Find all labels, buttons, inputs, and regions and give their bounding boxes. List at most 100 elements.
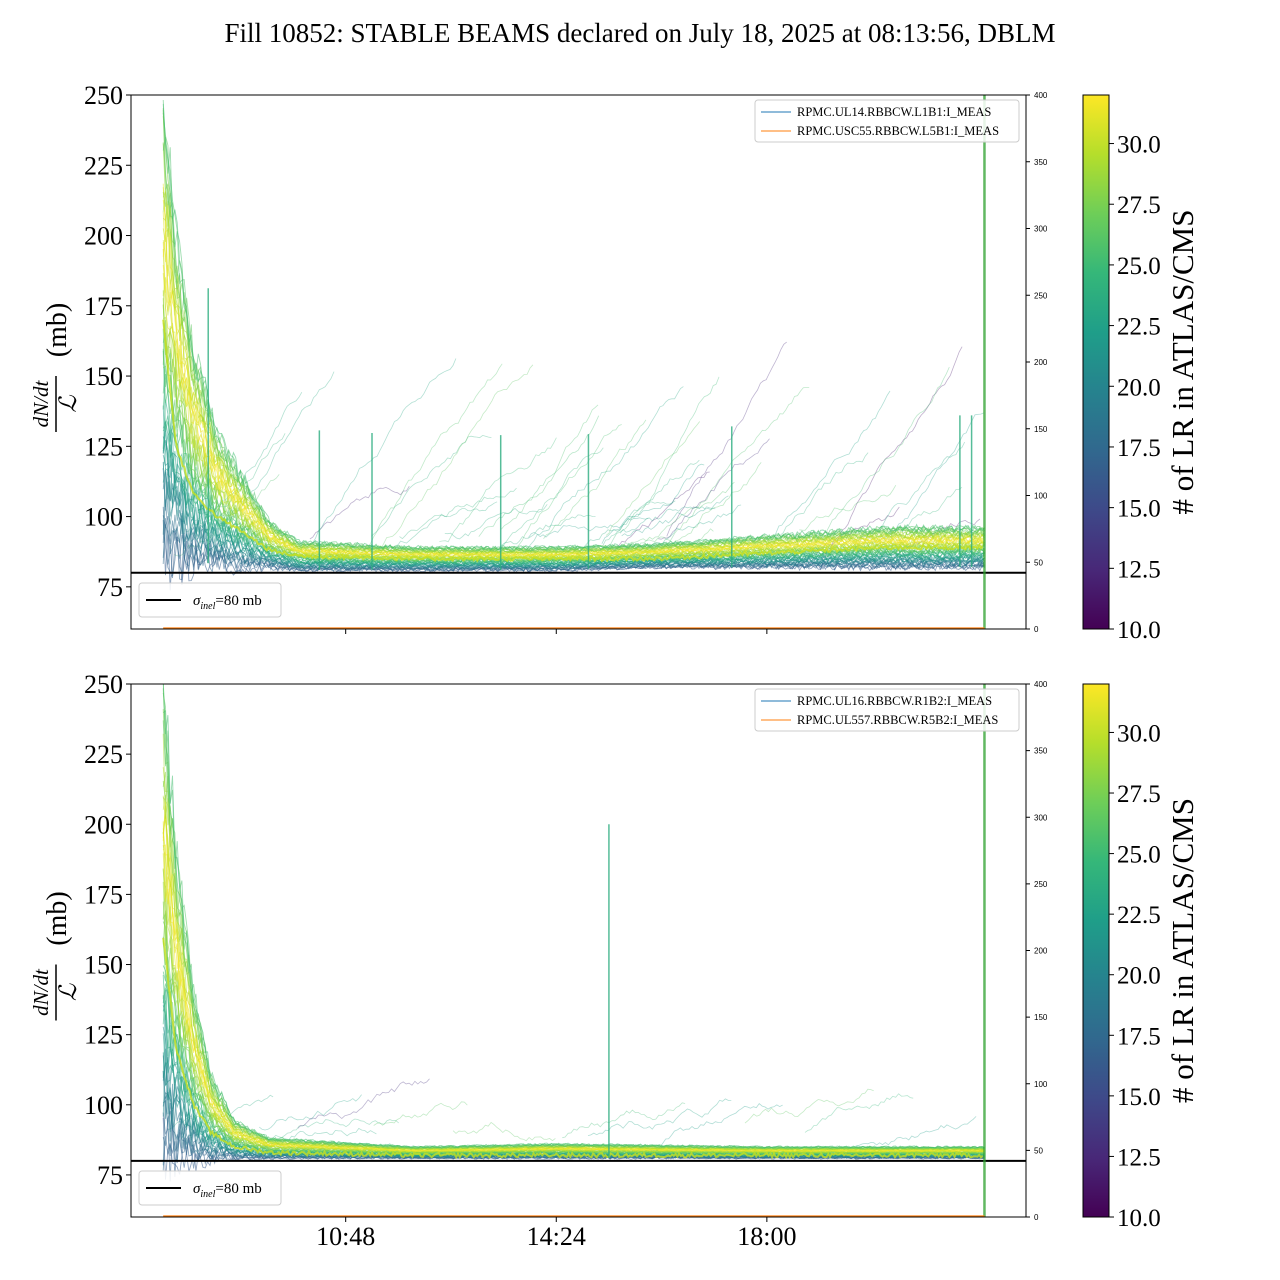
- band-line: [162, 241, 985, 558]
- y-tick-label: 150: [84, 362, 123, 391]
- legend-box: [754, 99, 1020, 143]
- band-line: [162, 298, 985, 561]
- band-line: [162, 304, 985, 561]
- colorbar-label: # of LR in ATLAS/CMS: [1165, 798, 1200, 1103]
- band-line: [162, 200, 985, 557]
- band-line: [162, 187, 985, 556]
- colorbar-tick-label: 30.0: [1117, 720, 1161, 747]
- band-line: [162, 688, 985, 1150]
- colorbar-tick-label: 17.5: [1117, 435, 1161, 462]
- faint-trace: [883, 412, 984, 540]
- band-line: [162, 248, 985, 560]
- y2-tick-label: 200: [1034, 947, 1048, 956]
- y-axis-label-numerator: dN/dt: [29, 968, 53, 1016]
- band-line: [162, 968, 985, 1156]
- y-tick-label: 75: [97, 1161, 123, 1190]
- y-tick-label: 175: [84, 292, 123, 321]
- band-line: [162, 240, 985, 559]
- band-line: [162, 137, 985, 552]
- colorbar-tick-label: 25.0: [1117, 253, 1161, 280]
- band-line: [162, 99, 985, 551]
- band-line: [162, 767, 985, 1151]
- band-line: [162, 845, 985, 1153]
- y-tick-label: 100: [84, 503, 123, 532]
- faint-trace: [604, 376, 720, 548]
- band-line: [162, 710, 985, 1149]
- faint-trace: [371, 434, 492, 537]
- faint-trace: [621, 506, 716, 537]
- y-axis-label: dN/dt ℒ (mb): [29, 303, 82, 432]
- band-line: [162, 901, 985, 1155]
- band-core-line: [162, 937, 984, 1160]
- y-tick-label: 100: [84, 1091, 123, 1120]
- colorbar-tick-label: 15.0: [1117, 1084, 1161, 1111]
- colorbar-tick-label: 17.5: [1117, 1023, 1161, 1050]
- faint-trace: [373, 1101, 468, 1126]
- reference-legend: σinel=80 mb: [138, 1170, 282, 1206]
- band-core-line: [162, 319, 984, 563]
- colorbar-tick-label: 30.0: [1117, 132, 1161, 159]
- band-line: [162, 304, 985, 562]
- faint-trace: [647, 1103, 783, 1152]
- y2-tick-label: 400: [1034, 680, 1048, 689]
- reference-legend-box: [138, 582, 282, 618]
- y-axis-label: dN/dt ℒ (mb): [29, 891, 82, 1021]
- band-line: [162, 332, 985, 563]
- y-tick-label: 200: [84, 810, 123, 839]
- band-line: [162, 709, 985, 1150]
- band-line: [162, 868, 985, 1154]
- colorbar-tick-label: 20.0: [1117, 963, 1161, 990]
- faint-trace: [804, 1093, 914, 1133]
- faint-trace: [619, 495, 729, 534]
- y2-tick-label: 200: [1034, 358, 1048, 367]
- faint-trace: [799, 484, 897, 531]
- faint-trace: [587, 1098, 732, 1136]
- band-line: [162, 116, 985, 553]
- x-tick-label: 10:48: [316, 1222, 375, 1251]
- faint-trace: [399, 487, 517, 540]
- band-line: [162, 1005, 985, 1157]
- plot-area-bottom: [162, 684, 985, 1182]
- faint-trace: [439, 437, 557, 543]
- y2-tick-label: 400: [1034, 91, 1048, 100]
- faint-trace: [602, 459, 700, 546]
- y2-tick-label: 250: [1034, 291, 1048, 300]
- band-line: [162, 290, 985, 560]
- band-line: [162, 107, 985, 553]
- band-line: [162, 273, 985, 559]
- colorbar-tick-label: 10.0: [1117, 617, 1161, 644]
- colorbar-tick-label: 27.5: [1117, 192, 1161, 219]
- y2-tick-label: 50: [1034, 1146, 1043, 1155]
- y-axis-label-unit: (mb): [42, 303, 73, 357]
- colorbar-tick-label: 22.5: [1117, 314, 1161, 341]
- y-tick-label: 175: [84, 880, 123, 909]
- band-line: [162, 684, 985, 1150]
- faint-trace: [190, 392, 303, 535]
- y2-tick-label: 0: [1034, 1213, 1039, 1222]
- faint-trace: [658, 438, 770, 540]
- x-tick-label: 18:00: [737, 1222, 796, 1251]
- y-tick-label: 125: [84, 1021, 123, 1050]
- band-line: [162, 813, 985, 1152]
- faint-trace: [501, 404, 599, 530]
- band-line: [162, 720, 985, 1149]
- band-line: [162, 912, 985, 1155]
- y-tick-label: 150: [84, 951, 123, 980]
- band-line: [162, 969, 985, 1156]
- faint-trace: [270, 1118, 399, 1139]
- faint-trace: [614, 481, 735, 551]
- reference-legend-label: σinel=80 mb: [193, 1181, 262, 1200]
- colorbar-bottom: 10.0 12.5 15.0 17.5 20.0 22.5 25.0 27.5 30.0 # of…: [1082, 683, 1200, 1232]
- faint-trace: [377, 364, 534, 553]
- band-line: [162, 802, 985, 1152]
- band-line: [162, 142, 985, 553]
- y-tick-label: 200: [84, 222, 123, 251]
- band-line: [162, 995, 985, 1157]
- reference-legend-box: [138, 1170, 282, 1206]
- y-tick-label: 225: [84, 740, 123, 769]
- faint-trace: [516, 424, 622, 548]
- plot-area-top: [162, 99, 985, 591]
- band-line: [162, 200, 985, 555]
- y2-tick-label: 100: [1034, 492, 1048, 501]
- band-line: [162, 794, 985, 1151]
